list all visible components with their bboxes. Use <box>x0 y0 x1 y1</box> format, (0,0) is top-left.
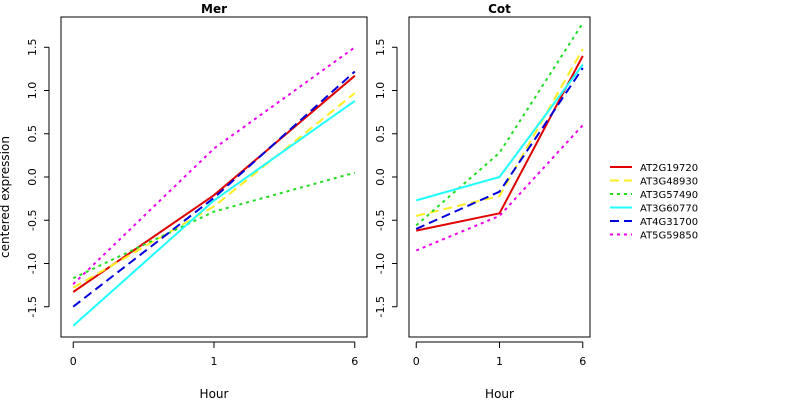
series-line-at3g57490 <box>415 22 584 227</box>
series-line-at3g60770 <box>415 64 584 202</box>
legend-label: AT2G19720 <box>640 163 698 174</box>
y-tick-label: -1.5 <box>374 296 387 317</box>
x-tick-label: 6 <box>351 355 358 368</box>
panels: Mer 0 1 6 Hour -1.5 -1.0 -0.5 0.0 0.5 1.0 1.5 Cot 0 1 6… <box>26 2 591 401</box>
series-line-at3g48930 <box>415 48 584 217</box>
series-line-at5g59850 <box>415 124 584 252</box>
y-tick-label: 0.0 <box>26 168 39 186</box>
panel-title: Cot <box>488 2 511 16</box>
legend-label: AT3G57490 <box>640 190 698 201</box>
panel-cot: Cot 0 1 6 Hour -1.5 -1.0 -0.5 0.0 0.5 1.0 1.5 <box>374 2 591 401</box>
plot-frame <box>408 16 591 338</box>
series-line-at4g31700 <box>72 70 356 308</box>
series-line-at5g59850 <box>72 46 356 285</box>
y-tick-label: -1.0 <box>26 253 39 274</box>
y-tick-label: 0.0 <box>374 168 387 186</box>
series-line-at3g60770 <box>72 100 356 327</box>
legend: AT2G19720 AT3G48930 AT3G57490 AT3G60770 AT4G… <box>610 163 698 242</box>
series-line-at4g31700 <box>415 67 584 230</box>
legend-label: AT3G48930 <box>640 177 698 188</box>
y-tick-label: 0.5 <box>374 125 387 143</box>
y-tick-label: 0.5 <box>26 125 39 143</box>
series-line-at3g48930 <box>72 92 356 289</box>
x-axis-title: Hour <box>485 387 514 400</box>
x-tick-label: 6 <box>579 355 586 368</box>
series-line-at3g57490 <box>72 171 356 280</box>
series-line-at2g19720 <box>72 75 356 293</box>
y-axis-title: centered expression <box>0 136 12 258</box>
x-tick-label: 1 <box>211 355 218 368</box>
y-tick-label: 1.5 <box>374 39 387 57</box>
y-tick-label: 1.0 <box>26 82 39 100</box>
x-axis-title: Hour <box>200 387 229 400</box>
panel-mer: Mer 0 1 6 Hour -1.5 -1.0 -0.5 0.0 0.5 1.0 1.5 <box>26 2 368 401</box>
legend-label: AT5G59850 <box>640 231 698 242</box>
panel-title: Mer <box>201 2 227 16</box>
x-tick-label: 0 <box>413 355 420 368</box>
x-tick-label: 1 <box>496 355 503 368</box>
y-tick-label: -1.5 <box>26 296 39 317</box>
y-tick-label: -0.5 <box>374 210 387 231</box>
x-tick-label: 0 <box>70 355 77 368</box>
y-tick-label: 1.0 <box>374 82 387 100</box>
y-tick-label: -0.5 <box>26 210 39 231</box>
series-line-at2g19720 <box>415 55 584 232</box>
y-tick-label: -1.0 <box>374 253 387 274</box>
legend-label: AT4G31700 <box>640 217 698 228</box>
legend-label: AT3G60770 <box>640 204 698 215</box>
plot-frame <box>60 16 368 338</box>
y-tick-label: 1.5 <box>26 39 39 57</box>
